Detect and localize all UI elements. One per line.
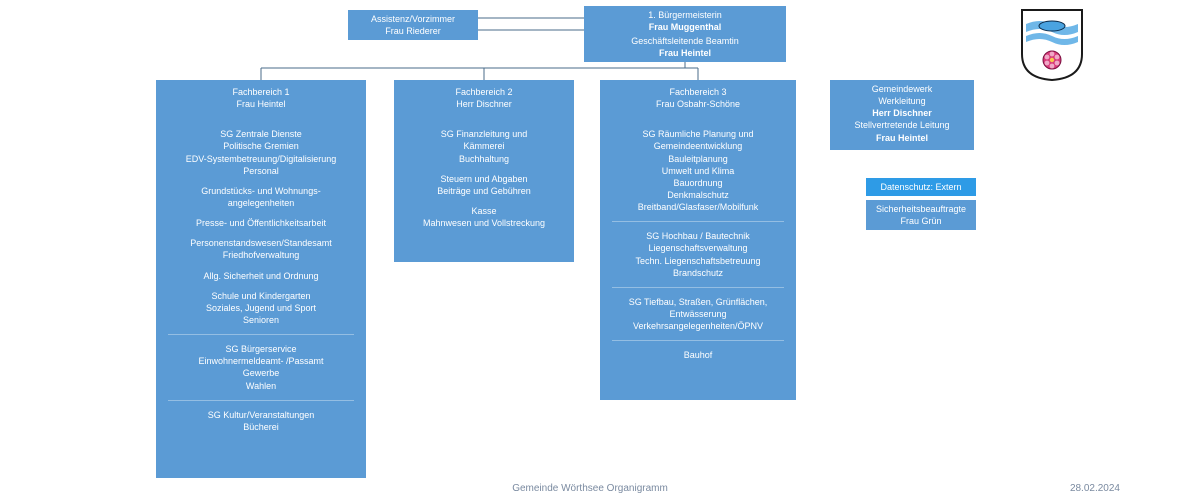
sb-line1: Sicherheitsbeauftragte <box>870 203 972 215</box>
sicherheitsbeauftragte-box: Sicherheitsbeauftragte Frau Grün <box>866 200 976 230</box>
exec-line1: Geschäftsleitende Beamtin <box>588 35 782 47</box>
fachbereich-2: Fachbereich 2Herr DischnerSG Finanzleitu… <box>394 80 574 262</box>
exec-box: Geschäftsleitende Beamtin Frau Heintel <box>584 32 786 62</box>
fachbereich-1: Fachbereich 1Frau HeintelSG Zentrale Die… <box>156 80 366 478</box>
mayor-line1: 1. Bürgermeisterin <box>588 9 782 21</box>
gemeindewerk-box: GemeindewerkWerkleitungHerr DischnerStel… <box>830 80 974 150</box>
assist-box: Assistenz/Vorzimmer Frau Riederer <box>348 10 478 40</box>
datenschutz-text: Datenschutz: Extern <box>880 182 961 192</box>
footer-title: Gemeinde Wörthsee Organigramm <box>512 483 668 494</box>
datenschutz-box: Datenschutz: Extern <box>866 178 976 196</box>
fachbereich-3: Fachbereich 3Frau Osbahr-SchöneSG Räumli… <box>600 80 796 400</box>
crest-icon <box>1020 8 1084 87</box>
assist-line1: Assistenz/Vorzimmer <box>352 13 474 25</box>
sb-line2: Frau Grün <box>870 215 972 227</box>
footer-date: 28.02.2024 <box>1070 483 1120 494</box>
exec-line2: Frau Heintel <box>588 47 782 59</box>
assist-line2: Frau Riederer <box>352 25 474 37</box>
